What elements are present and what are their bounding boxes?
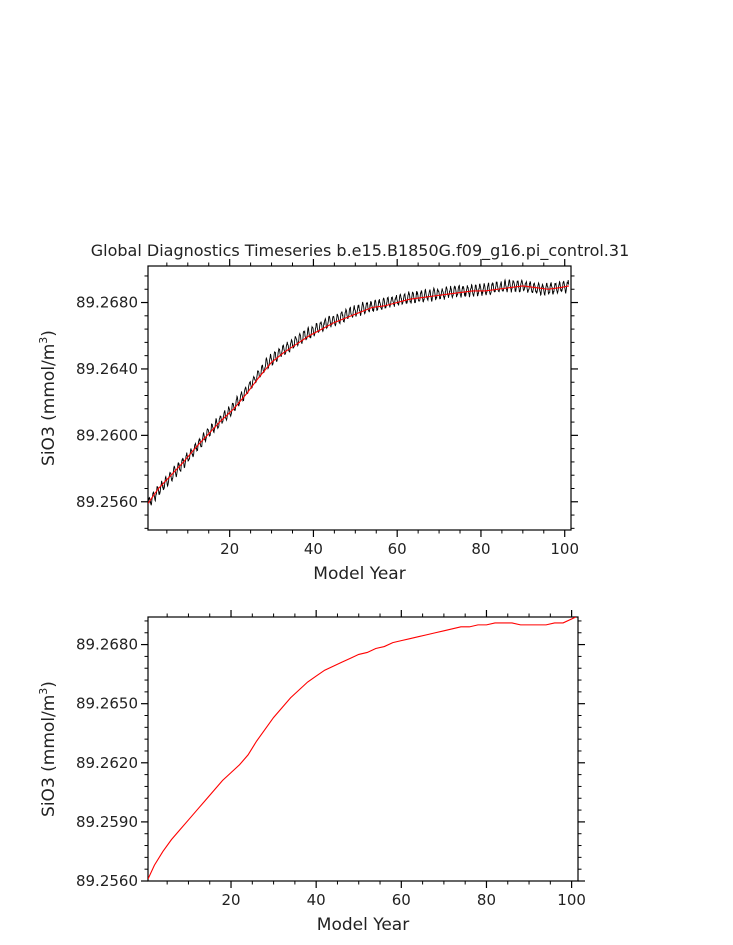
y-tick-label: 89.2560 <box>76 493 138 511</box>
plot-frame <box>147 265 572 531</box>
x-tick-label: 60 <box>392 891 411 909</box>
plot-frame <box>147 616 579 882</box>
series-line-monthly <box>148 278 570 506</box>
y-tick-label: 89.2680 <box>76 636 138 654</box>
x-axis-title: Model Year <box>313 564 405 584</box>
y-axis-title: SiO3 (mmol/m3) <box>37 330 59 466</box>
x-axis-title: Model Year <box>317 915 409 935</box>
bottom-panel: 20 40 60 80 100 89.2560 89.2590 89.2620 89.2650 8… <box>37 610 586 935</box>
x-tick-label: 20 <box>221 891 240 909</box>
x-tick-label: 40 <box>304 540 323 558</box>
series-line-annual-mean <box>148 617 577 880</box>
figure-title: Global Diagnostics Timeseries b.e15.B185… <box>91 241 630 261</box>
y-tick-label: 89.2680 <box>76 294 138 312</box>
y-tick-label: 89.2560 <box>76 872 138 890</box>
x-tick-label: 100 <box>557 891 586 909</box>
x-tick-label: 60 <box>388 540 407 558</box>
x-tick-label: 20 <box>220 540 239 558</box>
y-tick-label: 89.2640 <box>76 360 138 378</box>
top-panel: 20 40 60 80 100 89.2560 89.2600 89.2640 89.2680 M… <box>37 259 579 584</box>
y-tick-label: 89.2620 <box>76 754 138 772</box>
y-axis-title: SiO3 (mmol/m3) <box>37 681 59 817</box>
series-line-annual-mean <box>148 285 570 504</box>
y-tick-label: 89.2600 <box>76 426 138 444</box>
x-tick-label: 80 <box>477 891 496 909</box>
y-tick-label: 89.2650 <box>76 695 138 713</box>
y-tick-label: 89.2590 <box>76 813 138 831</box>
x-tick-label: 100 <box>550 540 579 558</box>
x-tick-label: 40 <box>307 891 326 909</box>
x-tick-label: 80 <box>471 540 490 558</box>
